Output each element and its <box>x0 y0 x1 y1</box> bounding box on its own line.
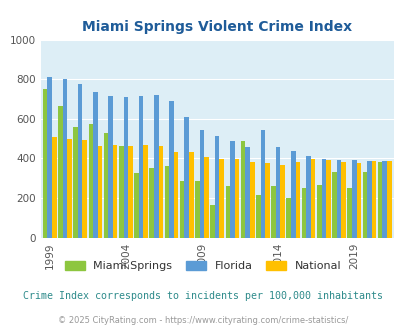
Title: Miami Springs Violent Crime Index: Miami Springs Violent Crime Index <box>82 20 352 34</box>
Bar <box>321 159 325 238</box>
Bar <box>119 146 123 238</box>
Bar <box>123 97 128 238</box>
Bar <box>256 195 260 238</box>
Bar <box>164 166 169 238</box>
Bar <box>280 165 284 238</box>
Bar <box>362 172 366 238</box>
Bar <box>128 146 132 238</box>
Bar <box>264 163 269 238</box>
Bar <box>325 160 330 238</box>
Bar <box>52 137 56 238</box>
Bar <box>230 141 234 238</box>
Bar <box>73 127 78 238</box>
Bar <box>214 136 219 238</box>
Bar <box>347 188 351 238</box>
Bar <box>356 163 360 238</box>
Bar <box>134 173 139 238</box>
Bar <box>351 160 356 238</box>
Bar <box>301 188 305 238</box>
Bar <box>305 156 310 238</box>
Bar <box>184 117 189 238</box>
Bar <box>295 162 299 238</box>
Bar <box>290 151 295 238</box>
Bar <box>210 205 214 238</box>
Bar <box>78 84 82 238</box>
Bar <box>271 186 275 238</box>
Bar <box>88 124 93 238</box>
Bar <box>219 159 224 238</box>
Bar <box>47 77 52 238</box>
Bar <box>169 101 173 238</box>
Text: © 2025 CityRating.com - https://www.cityrating.com/crime-statistics/: © 2025 CityRating.com - https://www.city… <box>58 316 347 325</box>
Bar <box>341 162 345 238</box>
Bar <box>331 172 336 238</box>
Bar <box>189 152 193 238</box>
Bar <box>382 161 386 238</box>
Bar <box>98 146 102 238</box>
Bar <box>377 162 382 238</box>
Bar <box>316 185 321 238</box>
Bar <box>336 160 341 238</box>
Bar <box>143 145 147 238</box>
Bar <box>366 161 371 238</box>
Bar <box>199 130 204 238</box>
Bar <box>225 186 230 238</box>
Bar <box>260 130 264 238</box>
Bar <box>173 152 178 238</box>
Bar <box>245 147 249 238</box>
Bar <box>158 146 163 238</box>
Bar <box>204 157 208 238</box>
Bar <box>179 181 184 238</box>
Bar <box>195 181 199 238</box>
Text: Crime Index corresponds to incidents per 100,000 inhabitants: Crime Index corresponds to incidents per… <box>23 291 382 301</box>
Bar <box>82 140 87 238</box>
Bar <box>286 198 290 238</box>
Bar <box>275 147 280 238</box>
Bar <box>58 106 62 238</box>
Bar <box>67 139 72 238</box>
Bar <box>104 133 108 238</box>
Bar <box>240 141 245 238</box>
Bar <box>113 145 117 238</box>
Bar <box>43 89 47 238</box>
Bar <box>153 95 158 238</box>
Bar <box>310 159 315 238</box>
Bar <box>93 92 98 238</box>
Bar <box>371 161 375 238</box>
Bar <box>108 96 113 238</box>
Legend: Miami Springs, Florida, National: Miami Springs, Florida, National <box>60 256 345 276</box>
Bar <box>249 162 254 238</box>
Bar <box>139 96 143 238</box>
Bar <box>62 79 67 238</box>
Bar <box>149 168 153 238</box>
Bar <box>386 161 390 238</box>
Bar <box>234 159 239 238</box>
